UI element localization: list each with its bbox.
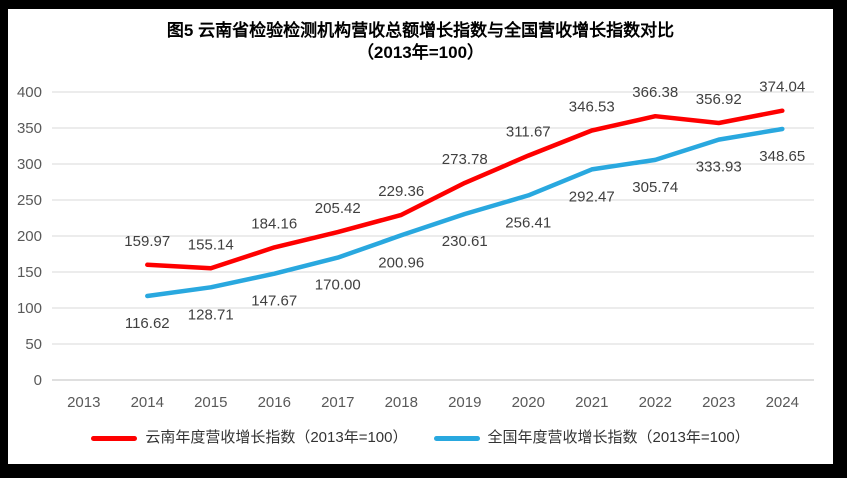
y-tick-label: 400 (17, 84, 42, 101)
x-tick-label: 2023 (702, 394, 735, 411)
x-tick-label: 2020 (512, 394, 545, 411)
series-line[interactable] (145, 126, 785, 299)
series-line[interactable] (145, 108, 785, 271)
y-tick-label: 300 (17, 156, 42, 173)
chart-title-line2: （2013年=100） (356, 43, 485, 62)
data-label: 170.00 (315, 277, 361, 294)
data-label: 305.74 (632, 179, 678, 196)
data-label: 356.92 (696, 91, 742, 108)
legend-line-swatch-national (433, 435, 480, 441)
y-tick-label: 250 (17, 192, 42, 209)
legend-label-yunnan: 云南年度营收增长指数（2013年=100） (145, 429, 408, 446)
data-label: 346.53 (569, 98, 615, 115)
chart-legend: 云南年度营收增长指数（2013年=100） 全国年度营收增长指数（2013年=1… (8, 426, 833, 450)
x-tick-label: 2013 (67, 394, 100, 411)
legend-line-swatch-yunnan (91, 435, 138, 441)
x-tick-label: 2018 (385, 394, 418, 411)
data-label: 374.04 (759, 79, 805, 96)
data-label: 159.97 (124, 233, 170, 250)
data-label: 155.14 (188, 236, 234, 253)
x-tick-label: 2015 (194, 394, 227, 411)
x-tick-label: 2021 (575, 394, 608, 411)
y-tick-label: 150 (17, 264, 42, 281)
x-tick-label: 2014 (131, 394, 164, 411)
plot-svg: 0 50 100 150 200 250 300 350 400 2013 2014 2015 2016… (17, 79, 814, 411)
legend-item-national[interactable]: 全国年度营收增长指数（2013年=100） (433, 428, 750, 448)
data-label: 256.41 (505, 214, 551, 231)
x-tick-label: 2016 (258, 394, 291, 411)
data-label: 128.71 (188, 306, 234, 323)
data-label: 273.78 (442, 151, 488, 168)
data-label: 230.61 (442, 233, 488, 250)
data-label: 116.62 (125, 315, 170, 332)
y-tick-label: 350 (17, 120, 42, 137)
y-tick-label: 100 (17, 300, 42, 317)
legend-label-national: 全国年度营收增长指数（2013年=100） (487, 429, 750, 446)
x-tick-label: 2022 (639, 394, 672, 411)
y-tick-label: 50 (25, 336, 42, 353)
data-label: 205.42 (315, 200, 361, 217)
data-label: 333.93 (696, 159, 742, 176)
data-label: 366.38 (632, 84, 678, 101)
data-label: 348.65 (759, 148, 805, 165)
x-tick-label: 2019 (448, 394, 481, 411)
x-tick-label: 2024 (766, 394, 799, 411)
legend-item-yunnan[interactable]: 云南年度营收增长指数（2013年=100） (91, 428, 408, 448)
chart-title: 图5 云南省检验检测机构营收总额增长指数与全国营收增长指数对比 （2013年=1… (8, 20, 833, 64)
data-label: 311.67 (506, 124, 551, 141)
chart-canvas: 图5 云南省检验检测机构营收总额增长指数与全国营收增长指数对比 （2013年=1… (8, 9, 833, 464)
y-tick-label: 0 (34, 372, 42, 389)
x-tick-label: 2017 (321, 394, 354, 411)
data-label: 184.16 (251, 215, 297, 232)
data-label: 147.67 (251, 293, 297, 310)
data-label: 292.47 (569, 188, 615, 205)
chart-title-line1: 图5 云南省检验检测机构营收总额增长指数与全国营收增长指数对比 (166, 21, 675, 40)
data-label: 200.96 (378, 254, 424, 271)
y-tick-label: 200 (17, 228, 42, 245)
data-label: 229.36 (378, 183, 424, 200)
